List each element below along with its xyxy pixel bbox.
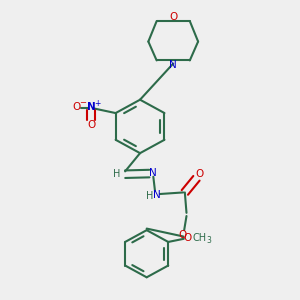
Text: N: N — [153, 190, 161, 200]
Text: N: N — [169, 60, 177, 70]
Text: H: H — [113, 169, 121, 178]
Text: N: N — [149, 168, 157, 178]
Text: O: O — [195, 169, 203, 179]
Text: O: O — [178, 230, 187, 240]
Text: −: − — [79, 98, 86, 107]
Text: H: H — [146, 190, 154, 201]
Text: CH: CH — [193, 233, 207, 243]
Text: O: O — [73, 102, 81, 112]
Text: 3: 3 — [207, 236, 212, 245]
Text: O: O — [87, 120, 95, 130]
Text: O: O — [169, 12, 177, 22]
Text: N: N — [87, 102, 96, 112]
Text: O: O — [183, 233, 192, 243]
Text: +: + — [94, 99, 101, 108]
